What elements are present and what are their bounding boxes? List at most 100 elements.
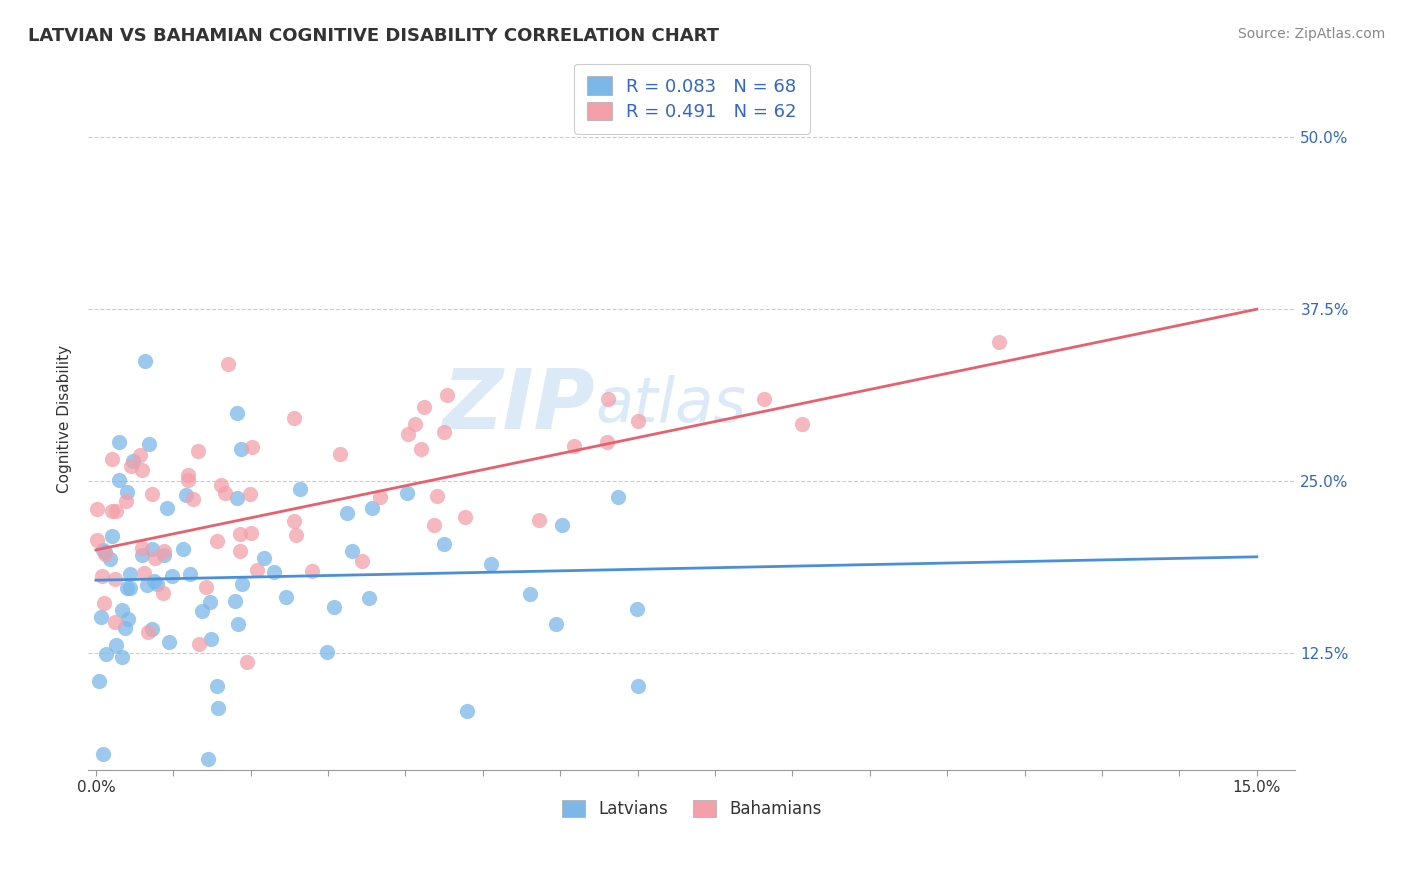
Point bbox=[527, 513, 550, 527]
Point bbox=[433, 425, 456, 439]
Point bbox=[340, 544, 363, 558]
Point bbox=[117, 485, 139, 500]
Point bbox=[104, 573, 127, 587]
Point bbox=[179, 566, 201, 581]
Point bbox=[627, 679, 650, 693]
Text: ZIP: ZIP bbox=[443, 365, 595, 446]
Point bbox=[111, 649, 134, 664]
Point bbox=[187, 444, 209, 458]
Point bbox=[425, 489, 447, 503]
Point bbox=[181, 491, 204, 506]
Point bbox=[120, 566, 142, 581]
Point bbox=[111, 602, 134, 616]
Point bbox=[433, 537, 456, 551]
Point bbox=[115, 494, 138, 508]
Point bbox=[143, 550, 166, 565]
Point bbox=[153, 548, 176, 562]
Point bbox=[134, 566, 156, 581]
Point bbox=[288, 482, 311, 496]
Point bbox=[87, 673, 110, 688]
Point bbox=[187, 636, 209, 650]
Point bbox=[207, 701, 229, 715]
Point bbox=[396, 426, 419, 441]
Point bbox=[217, 358, 239, 372]
Point bbox=[172, 542, 194, 557]
Point bbox=[160, 569, 183, 583]
Point bbox=[361, 500, 384, 515]
Point bbox=[546, 617, 568, 632]
Point bbox=[240, 526, 263, 541]
Point bbox=[96, 647, 118, 661]
Point bbox=[988, 334, 1011, 349]
Point bbox=[104, 503, 127, 517]
Point bbox=[301, 564, 323, 578]
Point bbox=[231, 577, 253, 591]
Point bbox=[200, 632, 222, 646]
Point bbox=[91, 543, 114, 558]
Point bbox=[115, 581, 138, 595]
Point bbox=[276, 591, 298, 605]
Point bbox=[205, 679, 228, 693]
Point bbox=[101, 529, 124, 543]
Point bbox=[436, 388, 458, 402]
Point bbox=[752, 392, 775, 406]
Point bbox=[454, 509, 477, 524]
Point bbox=[479, 557, 502, 571]
Legend: Latvians, Bahamians: Latvians, Bahamians bbox=[555, 793, 828, 825]
Point bbox=[197, 752, 219, 766]
Point bbox=[91, 569, 114, 583]
Point bbox=[100, 503, 122, 517]
Point bbox=[118, 582, 141, 596]
Point bbox=[606, 490, 628, 504]
Point bbox=[328, 447, 350, 461]
Point bbox=[263, 566, 285, 580]
Point bbox=[134, 354, 156, 368]
Point bbox=[114, 621, 136, 635]
Point bbox=[131, 463, 153, 477]
Point bbox=[153, 544, 176, 558]
Point bbox=[91, 747, 114, 761]
Point bbox=[190, 604, 212, 618]
Point bbox=[790, 417, 813, 432]
Point bbox=[226, 491, 249, 505]
Point bbox=[228, 527, 250, 541]
Point bbox=[226, 617, 249, 632]
Point bbox=[209, 478, 232, 492]
Point bbox=[121, 453, 143, 467]
Point bbox=[315, 645, 337, 659]
Point bbox=[176, 473, 198, 487]
Point bbox=[239, 487, 262, 501]
Point bbox=[368, 490, 391, 504]
Point bbox=[409, 442, 432, 456]
Point bbox=[120, 458, 142, 473]
Point bbox=[136, 578, 159, 592]
Point bbox=[456, 704, 478, 718]
Point bbox=[283, 514, 305, 528]
Text: LATVIAN VS BAHAMIAN COGNITIVE DISABILITY CORRELATION CHART: LATVIAN VS BAHAMIAN COGNITIVE DISABILITY… bbox=[28, 27, 718, 45]
Point bbox=[152, 586, 174, 600]
Point bbox=[90, 610, 112, 624]
Point bbox=[229, 442, 252, 456]
Point bbox=[626, 602, 648, 616]
Point bbox=[138, 437, 160, 451]
Point bbox=[108, 435, 131, 450]
Point bbox=[138, 809, 160, 823]
Point bbox=[136, 624, 159, 639]
Point bbox=[357, 591, 380, 605]
Point bbox=[104, 615, 127, 630]
Point bbox=[214, 485, 236, 500]
Point bbox=[198, 595, 221, 609]
Point bbox=[93, 596, 115, 610]
Point bbox=[224, 594, 246, 608]
Point bbox=[157, 635, 180, 649]
Point bbox=[131, 541, 153, 555]
Point bbox=[236, 656, 259, 670]
Point bbox=[596, 435, 619, 450]
Point bbox=[101, 452, 124, 467]
Text: atlas: atlas bbox=[595, 376, 747, 435]
Point bbox=[412, 400, 434, 414]
Point bbox=[174, 488, 197, 502]
Point bbox=[225, 405, 247, 419]
Text: Source: ZipAtlas.com: Source: ZipAtlas.com bbox=[1237, 27, 1385, 41]
Point bbox=[562, 439, 585, 453]
